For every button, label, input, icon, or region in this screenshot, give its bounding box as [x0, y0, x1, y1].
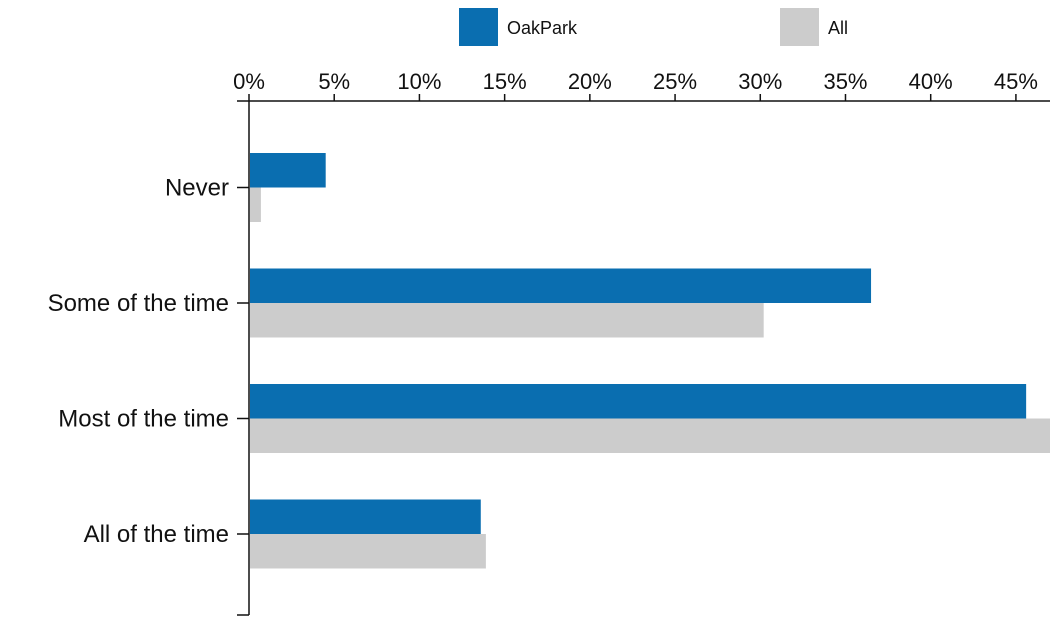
legend-label: All	[828, 18, 848, 38]
bar-oakpark	[250, 268, 872, 303]
category-label: All of the time	[84, 521, 229, 548]
y-axis: Never Some of the time Most of the time All…	[48, 101, 250, 616]
legend: OakPark All	[459, 8, 848, 46]
x-axis: 0% 5% 10% 15% 20% 25% 30% 35% 40% 45%	[233, 69, 1050, 102]
bar-all	[250, 534, 486, 569]
x-tick-label: 5%	[318, 69, 350, 94]
x-tick-label: 45%	[994, 69, 1038, 94]
x-tick-label: 25%	[653, 69, 697, 94]
bar-oakpark	[250, 499, 481, 534]
legend-item-all: All	[780, 8, 848, 46]
x-tick-label: 40%	[909, 69, 953, 94]
x-tick-label: 0%	[233, 69, 265, 94]
legend-swatch	[780, 8, 819, 46]
legend-item-oakpark: OakPark	[459, 8, 578, 46]
bar-oakpark	[250, 384, 1027, 419]
bar-all	[250, 303, 764, 338]
category-label: Most of the time	[58, 406, 229, 433]
category-label: Some of the time	[48, 290, 229, 317]
x-tick-label: 35%	[823, 69, 867, 94]
bar-all	[250, 187, 261, 222]
legend-swatch	[459, 8, 498, 46]
category-label: Never	[165, 175, 229, 202]
bar-all	[250, 418, 1050, 453]
x-tick-label: 15%	[483, 69, 527, 94]
x-tick-label: 20%	[568, 69, 612, 94]
x-tick-label: 30%	[738, 69, 782, 94]
bar-oakpark	[250, 153, 326, 188]
bars	[250, 153, 1050, 569]
x-tick-label: 10%	[397, 69, 441, 94]
legend-label: OakPark	[507, 18, 578, 38]
